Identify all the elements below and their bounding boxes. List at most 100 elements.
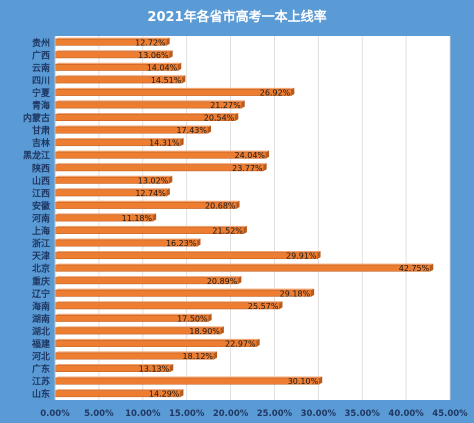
category-label: 广西 [32,49,50,61]
x-tick-label: 0.00% [40,409,70,419]
bar-top [55,276,242,278]
x-tick-label: 5.00% [84,409,114,419]
data-label: 16.23% [166,239,197,248]
bar-side [169,175,173,184]
x-tick-label: 10.00% [125,409,161,419]
data-label: 24.04% [235,151,266,160]
data-label: 12.72% [135,38,166,47]
bar-side [241,100,245,109]
bar-side [214,351,218,360]
data-label: 29.18% [280,289,311,298]
bar-top [55,138,184,140]
x-tick-label: 15.00% [169,409,205,419]
bar-side [311,288,315,297]
bar-top [55,100,245,102]
bar-top [55,263,434,266]
category-label: 陕西 [32,162,50,174]
bar-side [197,238,201,247]
bar-top [55,112,239,115]
category-label: 海南 [32,300,50,312]
bar-top [55,75,186,77]
bar-side [207,125,211,134]
bar-top [55,313,212,316]
bar-top [55,363,174,366]
bar [54,302,280,310]
bar-side [291,87,295,96]
bar-side [182,75,186,84]
category-label: 上海 [32,225,50,237]
bar-side [256,338,260,347]
bar-top [55,50,173,52]
data-label: 17.43% [176,126,207,135]
chart-title: 2021年各省市高考一本上线率 [147,10,327,25]
bar-top [55,389,184,391]
bar-side [169,50,173,58]
data-label: 14.29% [149,390,180,399]
bar-top [55,163,267,165]
x-tick-label: 35.00% [345,409,381,419]
bar [54,264,431,272]
category-label: 甘肃 [32,125,50,137]
bar-top [55,301,283,303]
category-label: 贵州 [32,37,50,49]
bar [54,289,312,297]
bar-top [55,125,211,127]
data-label: 13.02% [138,176,169,185]
bar-side [317,251,321,259]
data-label: 13.13% [139,365,170,374]
bar-top [55,338,260,341]
category-label: 吉林 [32,137,51,149]
category-label: 湖南 [32,313,50,325]
data-label: 20.54% [204,114,235,123]
data-label: 11.18% [122,214,153,223]
bar [54,252,318,260]
bar-side [178,62,182,71]
bar [54,89,292,96]
data-label: 14.31% [149,139,180,148]
bar-side [153,213,157,222]
bar-side [180,389,184,397]
x-tick-label: 45.00% [432,409,468,419]
bar-top [55,213,157,215]
category-label: 重庆 [32,275,50,287]
category-label: 河南 [32,213,50,225]
x-tick-label: 20.00% [213,409,249,419]
data-label: 17.50% [177,314,208,323]
data-label: 21.52% [212,227,243,236]
category-label: 福建 [31,338,51,350]
bar-top [55,225,247,228]
data-label: 30.10% [288,377,319,386]
bar-side [235,112,239,121]
bar-side [208,313,212,322]
bar-top [55,150,270,153]
data-label: 12.74% [135,189,166,198]
data-label: 20.68% [205,201,236,210]
category-label: 广东 [32,363,50,375]
category-label: 山东 [32,388,50,400]
category-label: 宁夏 [32,87,51,99]
category-label: 云南 [32,62,50,74]
data-label: 42.75% [399,264,430,273]
x-tick-label: 40.00% [388,409,424,419]
bar-top [55,288,315,291]
x-tick-label: 25.00% [257,409,293,419]
bar-side [180,138,184,146]
category-label: 安徽 [32,200,51,212]
category-label: 山西 [32,175,50,187]
bar-top [55,87,295,90]
category-label: 内蒙古 [23,112,50,124]
category-label: 江苏 [32,376,50,388]
bar-top [55,62,182,65]
bar-side [220,326,224,335]
data-label: 23.77% [232,164,263,173]
data-label: 18.12% [183,352,214,361]
bar-top [55,351,218,353]
category-label: 浙江 [32,238,50,250]
bar-side [279,301,283,309]
bar-top [55,175,173,178]
bar-top [55,238,201,240]
x-tick-label: 30.00% [301,409,337,419]
bar-side [238,276,242,284]
bar-side [243,225,247,234]
